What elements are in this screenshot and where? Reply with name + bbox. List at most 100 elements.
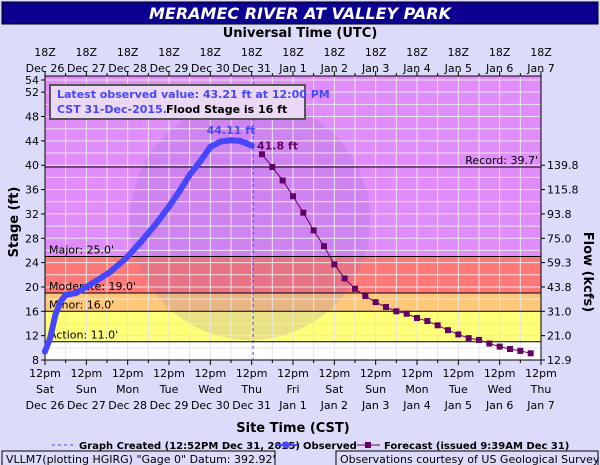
forecast-point: [424, 318, 431, 325]
forecast-point: [507, 346, 513, 353]
observed-point: [47, 335, 54, 342]
forecast-point: [372, 299, 379, 306]
x-tick-date: Jan 2: [320, 399, 348, 412]
observed-point: [228, 137, 234, 144]
x-tick-date: Dec 29: [150, 399, 189, 412]
x-tick-date: Jan 4: [402, 399, 430, 412]
top-tick-date: Dec 30: [191, 62, 230, 75]
top-tick-date: Dec 27: [67, 62, 106, 75]
top-tick-date: Jan 3: [361, 62, 389, 75]
forecast-point: [383, 304, 389, 311]
x-tick-day: Mon: [405, 383, 428, 396]
forecast-point: [341, 275, 348, 282]
top-tick-time: 18Z: [365, 46, 387, 59]
legend-forecast-marker: [365, 442, 371, 448]
footer-left-box: [1, 450, 276, 465]
observed-point: [62, 291, 69, 298]
x-tick-time: 12pm: [70, 367, 102, 380]
top-tick-time: 18Z: [76, 46, 98, 59]
top-tick-time: 18Z: [158, 46, 180, 59]
x-tick-day: Sun: [365, 383, 386, 396]
info-box: [49, 84, 306, 120]
forecast-point: [269, 164, 276, 171]
x-tick-time: 12pm: [360, 367, 392, 380]
top-tick-date: Dec 26: [26, 62, 65, 75]
y-tick-label: 12: [25, 330, 39, 343]
x-tick-date: Dec 27: [67, 399, 106, 412]
forecast-point: [434, 322, 441, 329]
observed-point: [166, 203, 172, 210]
y2-tick-label: 75.0: [547, 232, 572, 245]
forecast-point: [517, 347, 524, 354]
forecast-point: [321, 243, 327, 250]
threshold-label: Major: 25.0': [49, 244, 114, 257]
top-tick-time: 18Z: [448, 46, 470, 59]
y2-tick-label: 21.0: [547, 330, 572, 343]
observed-point: [248, 142, 255, 149]
forecast-point: [259, 151, 265, 158]
forecast-point: [403, 310, 410, 317]
forecast-point: [465, 335, 472, 342]
threshold-label: Action: 11.0': [49, 329, 118, 342]
x-tick-date: Dec 30: [191, 399, 230, 412]
y-tick-label: 20: [25, 281, 39, 294]
observed-point: [107, 268, 114, 275]
top-tick-time: 18Z: [200, 46, 222, 59]
x-tick-day: Mon: [116, 383, 139, 396]
x-tick-date: Dec 28: [108, 399, 147, 412]
forecast-point: [310, 227, 317, 234]
observed-point: [57, 298, 64, 305]
observed-point: [217, 138, 224, 145]
legend-observed-marker: [282, 441, 290, 449]
footer-datum: VLLM7(plotting HGIRG) "Gage 0" Datum: 39…: [6, 453, 276, 465]
observed-point: [207, 143, 214, 150]
info-latest: Latest observed value: 43.21 ft at 12:00…: [57, 88, 330, 101]
observed-point: [52, 311, 59, 318]
legend: Graph Created (12:52PM Dec 31, 2015) Obs…: [52, 441, 569, 452]
top-tick-time: 18Z: [489, 46, 511, 59]
top-tick-date: Jan 2: [320, 62, 348, 75]
top-tick-date: Dec 29: [150, 62, 189, 75]
x-tick-day: Sat: [325, 383, 344, 396]
observed-point: [97, 275, 104, 282]
top-tick-date: Jan 1: [278, 62, 306, 75]
x-tick-date: Jan 7: [526, 399, 554, 412]
top-tick-time: 18Z: [530, 46, 552, 59]
forecast-point: [393, 308, 400, 315]
x-tick-time: 12pm: [277, 367, 309, 380]
y2-tick-label: 115.8: [547, 184, 579, 197]
top-tick-time: 18Z: [282, 46, 304, 59]
x-tick-date: Jan 5: [444, 399, 472, 412]
observed-point: [122, 255, 129, 262]
x-tick-date: Jan 6: [485, 399, 513, 412]
y-tick-label: 8: [32, 354, 39, 367]
legend-observed: Observed: [303, 441, 357, 452]
top-tick-time: 18Z: [34, 46, 56, 59]
y-tick-label: 16: [25, 305, 39, 318]
info-flood-stage: Flood Stage is 16 ft: [166, 103, 287, 116]
chart-title: MERAMEC RIVER AT VALLEY PARK: [149, 4, 453, 23]
x-tick-time: 12pm: [112, 367, 144, 380]
top-tick-date: Dec 28: [108, 62, 147, 75]
plot-area: Action: 11.0'Minor: 16.0'Moderate: 19.0'…: [25, 46, 579, 412]
forecast-point: [496, 343, 503, 350]
top-tick-date: Dec 31: [232, 62, 271, 75]
y2-tick-label: 43.8: [547, 281, 572, 294]
info-date: CST 31-Dec-2015.: [57, 103, 167, 116]
top-axis-label: Universal Time (UTC): [223, 26, 378, 41]
x-tick-time: 12pm: [484, 367, 516, 380]
x-tick-day: Sun: [76, 383, 97, 396]
y-tick-label: 36: [25, 184, 39, 197]
x-tick-day: Wed: [488, 383, 512, 396]
x-tick-date: Dec 31: [232, 399, 271, 412]
forecast-point: [279, 177, 286, 184]
y-tick-label: 54: [25, 74, 39, 87]
y-tick-label: 52: [25, 86, 39, 99]
y-tick-label: 32: [25, 208, 39, 221]
forecast-point: [414, 315, 420, 321]
threshold-label: Minor: 16.0': [49, 298, 114, 311]
y-tick-label: 40: [25, 159, 39, 172]
forecast-point: [445, 327, 451, 334]
